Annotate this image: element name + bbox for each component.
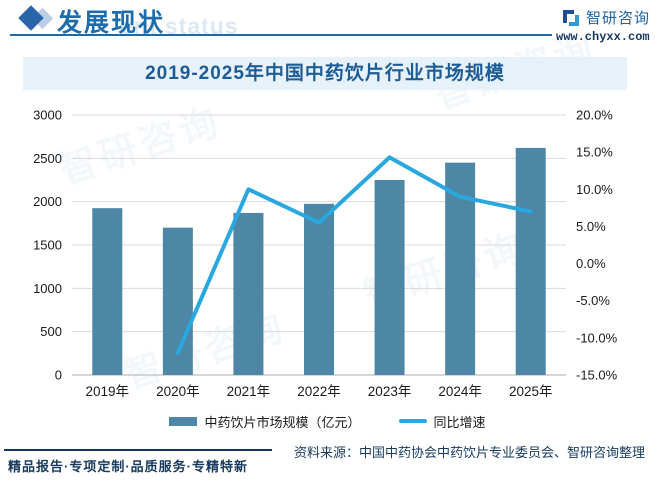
website-link[interactable]: www.chyxx.com <box>556 30 650 44</box>
footer-tagline: 精品报告·专项定制·品质服务·专精特新 <box>8 459 248 474</box>
right-axis-tick-label: -5.0% <box>576 293 610 308</box>
bar-series-swatch <box>169 416 198 426</box>
right-axis-tick-label: -15.0% <box>576 368 618 383</box>
legend-item-bar: 中药饮片市场规模（亿元） <box>169 412 361 431</box>
header-divider <box>10 34 552 36</box>
x-axis-tick-label: 2021年 <box>227 384 271 399</box>
x-axis-tick-label: 2022年 <box>297 384 341 399</box>
right-axis-tick-label: 15.0% <box>576 145 613 160</box>
legend-item-line: 同比增速 <box>398 412 486 431</box>
chart-area: 0 500 1000 1500 2000 2500 3000 -15.0% -10.0% -5.0… <box>0 95 655 410</box>
left-axis-tick-label: 1000 <box>33 281 62 296</box>
brand-name: 智研咨询 <box>586 10 651 27</box>
left-axis-tick-label: 2500 <box>33 151 62 166</box>
x-axis-tick-label: 2025年 <box>509 384 553 399</box>
brand-block[interactable]: 智研咨询 <box>561 7 650 28</box>
line-series-label: 同比增速 <box>433 414 486 430</box>
growth-line <box>175 155 533 355</box>
page-header: ent status 发展现状 智研咨询 www.chyxx.com <box>0 0 655 56</box>
left-axis-tick-label: 2000 <box>33 194 62 209</box>
chart-legend: 中药饮片市场规模（亿元） 同比增速 <box>0 409 655 433</box>
brand-logo-icon <box>561 8 581 28</box>
x-axis-tick-label: 2020年 <box>156 384 200 399</box>
left-axis-tick-label: 3000 <box>33 108 62 123</box>
left-axis-tick-label: 500 <box>40 324 62 339</box>
data-source-note: 资料来源：中国中药协会中药饮片专业委员会、智研咨询整理 <box>293 445 645 460</box>
bar-2023年 <box>374 180 405 375</box>
left-axis-tick-label: 0 <box>55 368 62 383</box>
bar-2025年 <box>515 147 546 375</box>
left-axis-tick-label: 1500 <box>33 238 62 253</box>
footer-divider <box>4 449 272 451</box>
chart-title-banner: 2019-2025年中国中药饮片行业市场规模 <box>23 57 627 90</box>
right-axis-tick-label: 20.0% <box>576 108 613 123</box>
bar-series-label: 中药饮片市场规模（亿元） <box>204 414 361 430</box>
x-axis-tick-label: 2024年 <box>438 384 482 399</box>
right-axis-tick-label: -10.0% <box>576 330 618 345</box>
section-title: 发展现状 <box>57 10 166 37</box>
combo-chart: 0 500 1000 1500 2000 2500 3000 -15.0% -10.0% -5.0… <box>33 108 618 400</box>
bar-2021年 <box>233 212 264 375</box>
right-axis-tick-label: 0.0% <box>576 256 606 271</box>
section-title-ghost: ent status <box>120 13 239 39</box>
line-series-swatch <box>398 419 427 423</box>
x-axis-tick-label: 2019年 <box>86 384 130 399</box>
bar-2022年 <box>304 203 334 375</box>
right-axis-tick-label: 10.0% <box>576 182 613 197</box>
bar-2019年 <box>92 208 123 375</box>
right-axis-tick-label: 5.0% <box>576 219 606 234</box>
x-axis-tick-label: 2023年 <box>368 384 412 399</box>
